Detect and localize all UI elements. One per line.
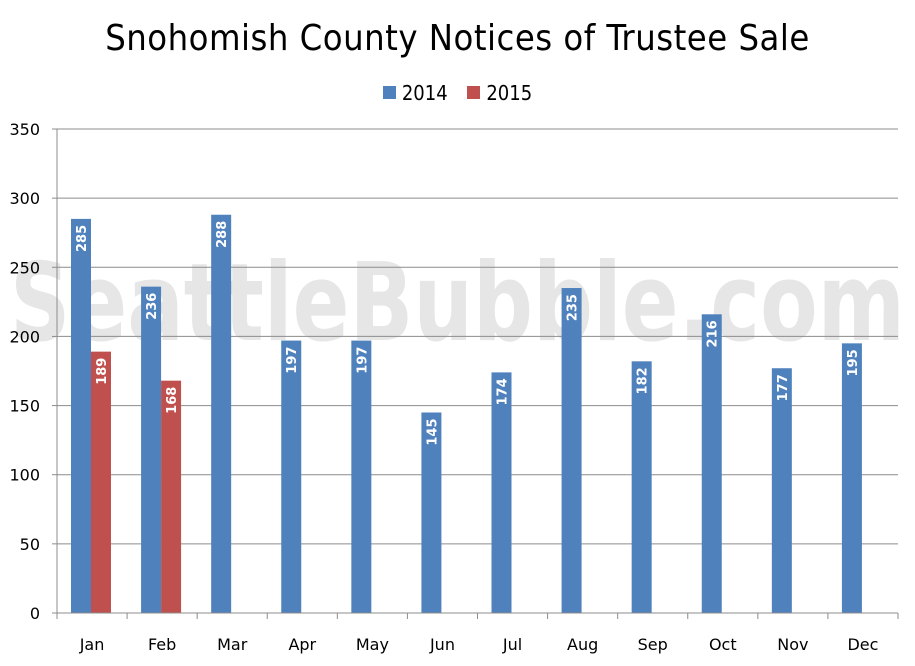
bar-2015-feb: [161, 380, 182, 613]
legend-label-2014: 2014: [401, 80, 448, 105]
legend-swatch-2015: [467, 86, 481, 99]
x-tick-label: Oct: [709, 635, 737, 654]
x-tick-label: Jun: [429, 635, 455, 654]
bar-2014-sep: [631, 361, 652, 613]
bar-2014-may: [351, 340, 372, 613]
bar-2014-jun: [421, 412, 442, 613]
data-label: 197: [355, 347, 370, 374]
y-tick-label: 0: [30, 604, 40, 623]
legend-item-2015: 2015: [467, 81, 532, 105]
data-label: 177: [776, 374, 791, 401]
data-label: 288: [215, 221, 230, 248]
y-tick-label: 150: [9, 397, 40, 416]
x-tick-label: Mar: [217, 635, 248, 654]
y-tick-label: 250: [9, 258, 40, 277]
bar-2014-feb: [141, 286, 162, 613]
bar-2014-aug: [561, 288, 582, 613]
data-label: 285: [75, 225, 90, 252]
data-label: 189: [95, 358, 110, 385]
legend-swatch-2014: [382, 86, 396, 99]
data-label: 195: [846, 349, 861, 376]
x-tick-label: Nov: [777, 635, 808, 654]
y-tick-label: 100: [9, 466, 40, 485]
y-tick-label: 300: [9, 189, 40, 208]
x-tick-label: Feb: [148, 635, 176, 654]
data-label: 182: [636, 367, 651, 394]
x-tick-label: Sep: [638, 635, 668, 654]
data-label: 216: [706, 320, 721, 347]
bar-2014-dec: [841, 343, 862, 613]
bar-2014-nov: [771, 368, 792, 613]
x-tick-label: Jan: [79, 635, 105, 654]
x-tick-label: Apr: [288, 635, 316, 654]
y-tick-label: 350: [9, 120, 40, 139]
x-tick-label: May: [356, 635, 389, 654]
y-tick-label: 200: [9, 327, 40, 346]
data-label: 168: [165, 387, 180, 414]
legend-item-2014: 2014: [382, 80, 448, 105]
bar-2014-jan: [71, 218, 91, 613]
legend-label-2015: 2015: [486, 80, 533, 105]
x-tick-label: Jul: [502, 635, 522, 654]
data-label: 235: [566, 294, 581, 321]
legend: 2014 2015: [0, 80, 915, 105]
data-label: 145: [425, 418, 440, 445]
bar-2014-oct: [701, 314, 722, 613]
data-label: 174: [496, 378, 511, 405]
bar-2014-mar: [211, 214, 232, 614]
bar-2014-apr: [281, 340, 302, 613]
x-tick-label: Dec: [847, 635, 878, 654]
data-label: 236: [145, 293, 160, 320]
y-tick-label: 50: [20, 535, 40, 554]
data-label: 197: [285, 347, 300, 374]
chart-title: Snohomish County Notices of Trustee Sale: [105, 18, 810, 59]
x-tick-label: Aug: [567, 635, 598, 654]
bar-2015-jan: [91, 351, 111, 613]
bar-2014-jul: [491, 372, 512, 613]
